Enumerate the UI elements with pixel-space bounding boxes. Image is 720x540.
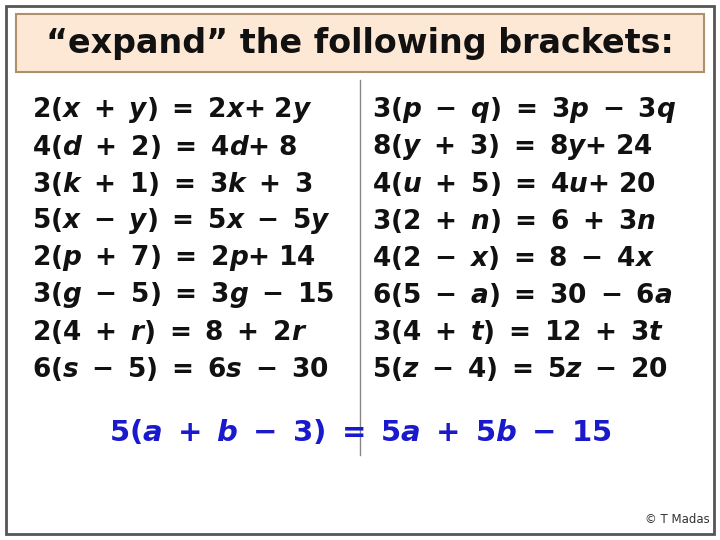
FancyBboxPatch shape [16, 14, 704, 72]
Text: $\mathbf{3(}\boldsymbol{k}\mathbf{\ +\ 1)\ =\ 3}\boldsymbol{k}\mathbf{\ +\ 3}$: $\mathbf{3(}\boldsymbol{k}\mathbf{\ +\ 1… [32, 170, 313, 198]
Text: $\mathbf{2(}\boldsymbol{p}\mathbf{\ +\ 7)\ =\ 2}\boldsymbol{p}\mathbf{+\ 14}$: $\mathbf{2(}\boldsymbol{p}\mathbf{\ +\ 7… [32, 243, 316, 273]
FancyBboxPatch shape [6, 6, 714, 534]
Text: $\mathbf{4(}\boldsymbol{d}\mathbf{\ +\ 2)\ =\ 4}\boldsymbol{d}\mathbf{+\ 8}$: $\mathbf{4(}\boldsymbol{d}\mathbf{\ +\ 2… [32, 133, 297, 161]
Text: $\mathbf{4(}\boldsymbol{u}\mathbf{\ +\ 5)\ =\ 4}\boldsymbol{u}\mathbf{+\ 20}$: $\mathbf{4(}\boldsymbol{u}\mathbf{\ +\ 5… [372, 170, 656, 198]
Text: $\mathbf{5(}\boldsymbol{a}\mathbf{\ +\ }\boldsymbol{b}\mathbf{\ -\ 3)\ =\ 5}\bol: $\mathbf{5(}\boldsymbol{a}\mathbf{\ +\ }… [109, 417, 611, 447]
Text: $\mathbf{4(2\ -\ }\boldsymbol{x}\mathbf{)\ =\ 8\ -\ 4}\boldsymbol{x}$: $\mathbf{4(2\ -\ }\boldsymbol{x}\mathbf{… [372, 244, 654, 272]
Text: $\mathbf{5(}\boldsymbol{x}\mathbf{\ -\ }\boldsymbol{y}\mathbf{)\ =\ 5}\boldsymbo: $\mathbf{5(}\boldsymbol{x}\mathbf{\ -\ }… [32, 206, 331, 236]
Text: $\mathbf{5(}\boldsymbol{z}\mathbf{\ -\ 4)\ =\ 5}\boldsymbol{z}\mathbf{\ -\ 20}$: $\mathbf{5(}\boldsymbol{z}\mathbf{\ -\ 4… [372, 355, 668, 383]
Text: $\mathbf{3(}\boldsymbol{g}\mathbf{\ -\ 5)\ =\ 3}\boldsymbol{g}\mathbf{\ -\ 15}$: $\mathbf{3(}\boldsymbol{g}\mathbf{\ -\ 5… [32, 280, 334, 310]
Text: $\mathbf{8(}\boldsymbol{y}\mathbf{\ +\ 3)\ =\ 8}\boldsymbol{y}\mathbf{+\ 24}$: $\mathbf{8(}\boldsymbol{y}\mathbf{\ +\ 3… [372, 132, 652, 162]
Text: $\mathbf{2(4\ +\ }\boldsymbol{r}\mathbf{)\ =\ 8\ +\ 2}\boldsymbol{r}$: $\mathbf{2(4\ +\ }\boldsymbol{r}\mathbf{… [32, 318, 307, 346]
Text: $\mathbf{3(4\ +\ }\boldsymbol{t}\mathbf{)\ =\ 12\ +\ 3}\boldsymbol{t}$: $\mathbf{3(4\ +\ }\boldsymbol{t}\mathbf{… [372, 318, 665, 346]
Text: $\mathbf{3(2\ +\ }\boldsymbol{n}\mathbf{)\ =\ 6\ +\ 3}\boldsymbol{n}$: $\mathbf{3(2\ +\ }\boldsymbol{n}\mathbf{… [372, 207, 656, 235]
Text: $\mathbf{2(}\boldsymbol{x}\mathbf{\ +\ }\boldsymbol{y}\mathbf{)\ =\ 2}\boldsymbo: $\mathbf{2(}\boldsymbol{x}\mathbf{\ +\ }… [32, 95, 312, 125]
Text: © T Madas: © T Madas [645, 513, 710, 526]
Text: $\mathbf{6(5\ -\ }\boldsymbol{a}\mathbf{)\ =\ 30\ -\ 6}\boldsymbol{a}$: $\mathbf{6(5\ -\ }\boldsymbol{a}\mathbf{… [372, 281, 672, 309]
Text: “expand” the following brackets:: “expand” the following brackets: [46, 26, 674, 59]
Text: $\mathbf{6(}\boldsymbol{s}\mathbf{\ -\ 5)\ =\ 6}\boldsymbol{s}\mathbf{\ -\ 30}$: $\mathbf{6(}\boldsymbol{s}\mathbf{\ -\ 5… [32, 355, 328, 383]
Text: $\mathbf{3(}\boldsymbol{p}\mathbf{\ -\ }\boldsymbol{q}\mathbf{)\ =\ 3}\boldsymbo: $\mathbf{3(}\boldsymbol{p}\mathbf{\ -\ }… [372, 95, 676, 125]
